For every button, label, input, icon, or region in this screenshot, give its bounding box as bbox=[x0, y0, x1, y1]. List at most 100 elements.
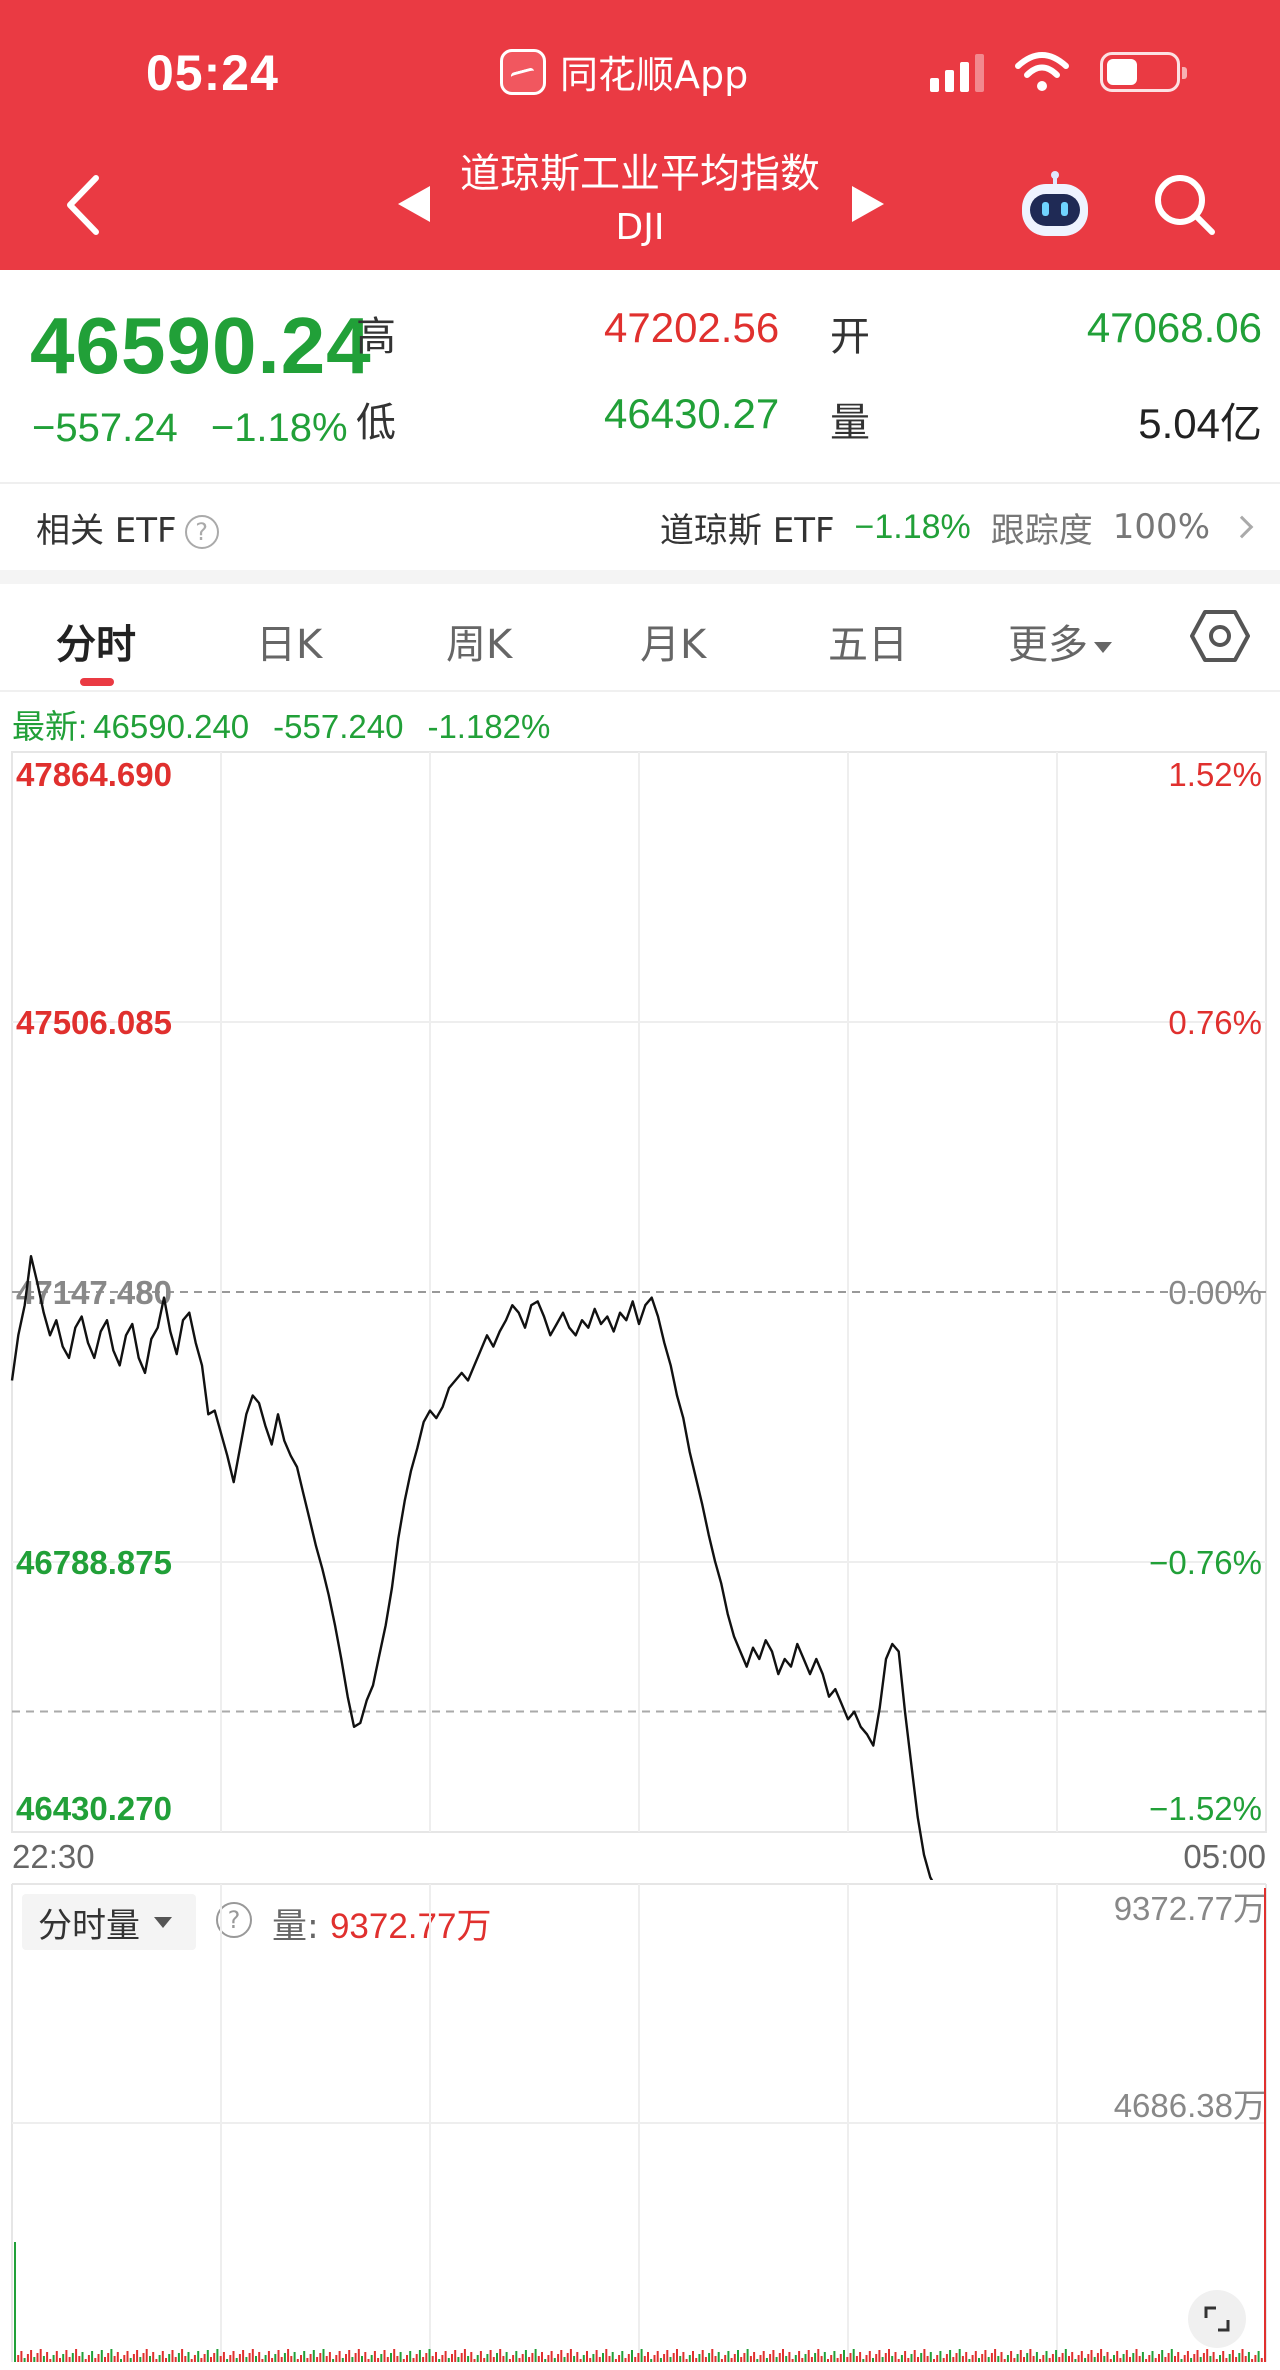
volume-bar bbox=[65, 2350, 68, 2362]
app-header: 05:24 同花顺App 道琼斯工业平均指数 DJI bbox=[0, 0, 1280, 270]
price-axis-label-right: 0.00% bbox=[1168, 1274, 1262, 1311]
volume-bar bbox=[145, 2349, 148, 2362]
volume-info: 量: 9372.77万 bbox=[272, 1898, 491, 1949]
volume-bar bbox=[1080, 2351, 1083, 2362]
volume-bar bbox=[367, 2359, 370, 2362]
volume-bar bbox=[393, 2349, 396, 2362]
volume-bar bbox=[200, 2358, 203, 2362]
search-icon[interactable] bbox=[1150, 170, 1218, 238]
volume-bar bbox=[206, 2350, 209, 2362]
settings-hexagon-icon[interactable] bbox=[1190, 606, 1250, 666]
volume-bar bbox=[605, 2349, 608, 2362]
volume-bar bbox=[743, 2353, 746, 2362]
volume-bar bbox=[505, 2352, 508, 2362]
volume-bar bbox=[528, 2357, 531, 2362]
related-etf-text: 相关 ETF bbox=[36, 510, 177, 551]
volume-bar bbox=[634, 2357, 637, 2362]
volume-bar bbox=[524, 2350, 527, 2362]
volume-bar bbox=[810, 2357, 813, 2362]
volume-bar bbox=[36, 2353, 39, 2362]
volume-bar bbox=[290, 2356, 293, 2362]
volume-bar bbox=[502, 2356, 505, 2362]
volume-bar bbox=[949, 2350, 952, 2362]
volume-bar bbox=[197, 2351, 200, 2362]
volume-bar bbox=[759, 2355, 762, 2362]
volume-bar bbox=[226, 2359, 229, 2362]
tab-more[interactable]: 更多 bbox=[1008, 612, 1112, 670]
latest-price: 46590.240 bbox=[93, 708, 250, 745]
price-chart-frame bbox=[11, 751, 1267, 1833]
volume-bar bbox=[807, 2350, 810, 2362]
volume-bar bbox=[33, 2357, 36, 2362]
volume-bar bbox=[473, 2359, 476, 2362]
volume-bar bbox=[222, 2352, 225, 2362]
volume-bar bbox=[1225, 2358, 1228, 2362]
robot-assistant-icon[interactable] bbox=[1016, 170, 1094, 240]
volume-bar bbox=[621, 2351, 624, 2362]
volume-bar bbox=[1186, 2351, 1189, 2362]
volume-bar bbox=[891, 2356, 894, 2362]
volume-bar bbox=[778, 2353, 781, 2362]
volume-bar bbox=[425, 2353, 428, 2362]
volume-bar bbox=[740, 2357, 743, 2362]
volume-bar bbox=[733, 2354, 736, 2362]
related-etf-row[interactable]: 相关 ETF? 道琼斯 ETF −1.18% 跟踪度 100% bbox=[0, 482, 1280, 570]
next-index-arrow-icon[interactable] bbox=[852, 186, 884, 222]
volume-bar bbox=[727, 2351, 730, 2362]
price-axis-label-left: 47506.085 bbox=[16, 1004, 172, 1041]
volume-bar bbox=[264, 2355, 267, 2362]
volume-bar bbox=[152, 2352, 155, 2362]
volume-bar bbox=[1084, 2358, 1087, 2362]
volume-bar bbox=[68, 2357, 71, 2362]
volume-bar bbox=[1019, 2350, 1022, 2362]
volume-indicator-select[interactable]: 分时量 bbox=[22, 1894, 196, 1950]
volume-bar bbox=[900, 2355, 903, 2362]
tab-weekly-k[interactable]: 周K bbox=[446, 622, 513, 668]
volume-bar bbox=[1151, 2351, 1154, 2362]
volume-bar bbox=[296, 2359, 299, 2362]
volume-bar bbox=[640, 2349, 643, 2362]
volume-bar bbox=[1209, 2356, 1212, 2362]
volume-bar bbox=[483, 2358, 486, 2362]
volume-bar bbox=[190, 2359, 193, 2362]
volume-bar bbox=[1071, 2352, 1074, 2362]
volume-bar bbox=[49, 2359, 52, 2362]
back-arrow-icon[interactable] bbox=[60, 170, 110, 240]
tab-intraday[interactable]: 分时 bbox=[56, 622, 136, 668]
volume-bar bbox=[328, 2352, 331, 2362]
tab-monthly-k[interactable]: 月K bbox=[640, 622, 707, 668]
tab-daily-k[interactable]: 日K bbox=[256, 622, 323, 668]
help-icon[interactable]: ? bbox=[184, 515, 219, 549]
volume-bar bbox=[1148, 2355, 1151, 2362]
volume-bar bbox=[1231, 2350, 1234, 2362]
volume-bar bbox=[71, 2353, 74, 2362]
volume-bar bbox=[563, 2357, 566, 2362]
volume-bar bbox=[1138, 2356, 1141, 2362]
volume-bar bbox=[859, 2352, 862, 2362]
app-badge[interactable]: 同花顺App bbox=[500, 44, 748, 99]
volume-bar bbox=[708, 2353, 711, 2362]
volume-bar bbox=[303, 2351, 306, 2362]
volume-bar bbox=[492, 2357, 495, 2362]
volume-bar bbox=[878, 2350, 881, 2362]
volume-bar bbox=[618, 2355, 621, 2362]
volume-bar bbox=[557, 2354, 560, 2362]
volume-bar bbox=[1212, 2352, 1215, 2362]
fullscreen-icon[interactable] bbox=[1188, 2290, 1246, 2348]
volume-help-icon[interactable]: ? bbox=[216, 1902, 252, 1938]
volume-bar bbox=[312, 2350, 315, 2362]
volume-bar bbox=[213, 2353, 216, 2362]
volume-bar bbox=[929, 2352, 932, 2362]
volume-bar bbox=[872, 2358, 874, 2362]
volume-bar bbox=[373, 2351, 376, 2362]
volume-bar bbox=[961, 2356, 964, 2362]
volume-bar bbox=[341, 2358, 344, 2362]
volume-bar bbox=[1235, 2357, 1238, 2362]
volume-bar bbox=[968, 2359, 971, 2362]
volume-bar bbox=[955, 2353, 958, 2362]
volume-bar bbox=[377, 2358, 380, 2362]
volume-bar bbox=[97, 2354, 100, 2362]
volume-bar bbox=[1241, 2349, 1244, 2362]
tab-five-day[interactable]: 五日 bbox=[828, 622, 908, 668]
prev-index-arrow-icon[interactable] bbox=[398, 186, 430, 222]
